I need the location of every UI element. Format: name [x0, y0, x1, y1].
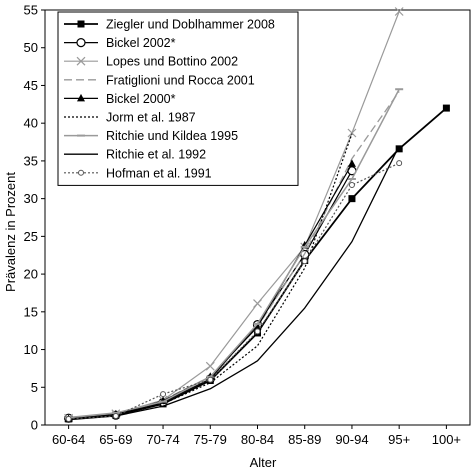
- hofman-et-al-1991-point: [65, 415, 72, 422]
- y-tick-label: 25: [24, 229, 38, 244]
- ziegler-und-doblhammer-2008-point: [442, 104, 450, 112]
- x-tick-label: 65-69: [99, 432, 132, 447]
- ziegler-und-doblhammer-2008-point: [348, 195, 356, 203]
- legend-hofman-et-al-1991-point: [78, 169, 84, 176]
- y-tick-label: 15: [24, 304, 38, 319]
- legend-label-fratiglioni-und-rocca-2001: Fratiglioni und Rocca 2001: [106, 73, 255, 87]
- legend-label-hofman-et-al-1991: Hofman et al. 1991: [106, 166, 212, 180]
- legend-bickel-2000-point: [77, 93, 85, 102]
- hofman-et-al-1991-point: [396, 160, 403, 167]
- hofman-et-al-1991-point: [301, 258, 308, 265]
- x-tick-label: 90-94: [335, 432, 368, 447]
- x-tick-label: 85-89: [288, 432, 321, 447]
- y-tick-label: 30: [24, 191, 38, 206]
- x-tick-label: 95+: [388, 432, 410, 447]
- y-tick-label: 20: [24, 267, 38, 282]
- lopes-und-bottino-2002-point: [394, 7, 404, 16]
- lopes-und-bottino-2002-point: [253, 299, 262, 308]
- x-tick-label: 70-74: [146, 432, 179, 447]
- x-tick-label: 80-84: [241, 432, 274, 447]
- hofman-et-al-1991-point: [207, 376, 214, 383]
- x-axis-label: Alter: [250, 455, 277, 470]
- legend-label-jorm-et-al-1987: Jorm et al. 1987: [106, 111, 196, 125]
- hofman-et-al-1991-point: [112, 412, 119, 419]
- ritchie-und-kildea-1995-line: [68, 88, 400, 419]
- legend-label-ritchie-et-al-1992: Ritchie et al. 1992: [106, 148, 206, 162]
- legend-label-bickel-2000: Bickel 2000*: [106, 92, 176, 106]
- y-tick-label: 35: [24, 153, 38, 168]
- hofman-et-al-1991-point: [254, 328, 261, 335]
- y-tick-label: 45: [24, 78, 38, 93]
- y-tick-label: 5: [31, 380, 38, 395]
- legend-label-lopes-und-bottino-2002: Lopes und Bottino 2002: [106, 55, 238, 69]
- y-tick-label: 10: [24, 342, 38, 357]
- ritchie-et-al-1992-line: [68, 145, 400, 421]
- legend-label-ziegler-und-doblhammer-2008: Ziegler und Doblhammer 2008: [106, 18, 275, 32]
- hofman-et-al-1991-point: [348, 182, 355, 189]
- x-tick-label: 75-79: [194, 432, 227, 447]
- legend-ziegler-und-doblhammer-2008-point: [77, 20, 85, 28]
- legend-label-ritchie-und-kildea-1995: Ritchie und Kildea 1995: [106, 129, 238, 143]
- legend-label-bickel-2002: Bickel 2002*: [106, 36, 176, 50]
- lopes-und-bottino-2002-point: [347, 128, 357, 138]
- x-tick-label: 100+: [432, 432, 461, 447]
- legend-lopes-und-bottino-2002-point: [76, 56, 86, 66]
- y-tick-label: 0: [31, 418, 38, 433]
- ziegler-und-doblhammer-2008-point: [395, 145, 403, 153]
- bickel-2000-point: [347, 159, 356, 167]
- legend-bickel-2002-point: [76, 37, 86, 48]
- hofman-et-al-1991-point: [160, 391, 167, 398]
- y-axis-label: Prävalenz in Prozent: [3, 172, 18, 292]
- lopes-und-bottino-2002-point: [205, 361, 215, 371]
- x-tick-label: 60-64: [52, 432, 85, 447]
- y-tick-label: 40: [24, 116, 38, 131]
- y-tick-label: 55: [24, 3, 38, 18]
- y-tick-label: 50: [24, 40, 38, 55]
